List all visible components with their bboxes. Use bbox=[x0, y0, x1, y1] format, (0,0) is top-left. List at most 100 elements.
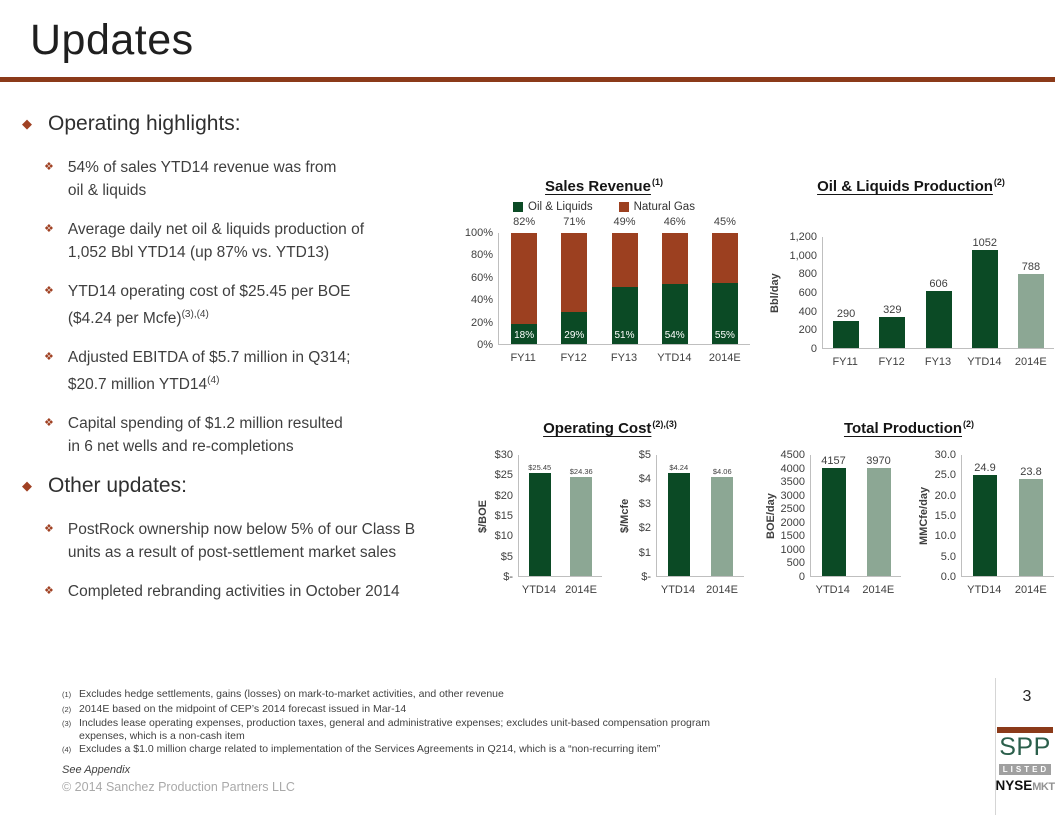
natural-gas-segment bbox=[711, 233, 738, 283]
bar-column: 290 bbox=[823, 237, 869, 348]
chart-title-text: Oil & Liquids Production bbox=[817, 178, 993, 195]
y-tick-label: 80% bbox=[470, 249, 493, 262]
stacked-bar: 54% bbox=[661, 233, 688, 344]
list-item-line: $20.7 million YTD14(4) bbox=[67, 375, 220, 394]
footnote-text: Excludes hedge settlements, gains (losse… bbox=[79, 688, 504, 700]
bar bbox=[570, 477, 593, 576]
stacked-bar: 29% bbox=[561, 233, 588, 344]
y-tick-label: 40% bbox=[470, 294, 493, 307]
bar bbox=[879, 317, 906, 348]
four-diamond-bullet-icon: ❖ bbox=[44, 161, 54, 173]
section-header: ◆ Operating highlights: bbox=[22, 112, 452, 136]
list-item-text: PostRock ownership now below 5% of our C… bbox=[68, 518, 415, 564]
natural-gas-segment bbox=[611, 233, 638, 288]
bar-column: 3970 bbox=[856, 455, 901, 576]
x-category-label: 2014E bbox=[706, 584, 738, 596]
bar-column: 329 bbox=[869, 237, 915, 348]
bar-plot: MMCfe/day 30.0 25.0 20.0 15.0 10.0 5.0 0.0 24.9 2… bbox=[917, 449, 1054, 596]
oil-share-label: 54% bbox=[664, 330, 685, 341]
y-tick-label: 25.0 bbox=[934, 469, 956, 482]
footnote-ref: (3),(4) bbox=[181, 309, 209, 320]
oil-liquids-segment: 51% bbox=[611, 287, 638, 344]
chart-title: Oil & Liquids Production(2) bbox=[768, 177, 1054, 195]
bullet-list: ◆ Operating highlights: ❖ 54% of sales YTD1… bbox=[22, 112, 452, 619]
bars-area: 290 329 606 1052 788 bbox=[822, 237, 1054, 349]
x-axis-labels: FY11 FY12 FY13 YTD14 2014E bbox=[498, 352, 750, 364]
four-diamond-bullet-icon: ❖ bbox=[44, 285, 54, 297]
x-axis-labels: FY11 FY12 FY13 YTD14 2014E bbox=[822, 356, 1054, 368]
y-tick-label: 1500 bbox=[780, 530, 805, 543]
total-production-mmcfe-plot: MMCfe/day 30.0 25.0 20.0 15.0 10.0 5.0 0.0 24.9 2… bbox=[917, 449, 1054, 596]
bar-value-label: 788 bbox=[1021, 261, 1041, 273]
y-tick-label: 10.0 bbox=[934, 530, 956, 543]
chart-legend: Oil & Liquids Natural Gas bbox=[458, 201, 750, 213]
x-category-label: FY13 bbox=[610, 352, 638, 364]
list-item: ❖ Completed rebranding activities in Octo… bbox=[44, 580, 452, 603]
y-axis-label: Bbl/day bbox=[769, 273, 781, 313]
y-tick-label: $1 bbox=[638, 546, 651, 559]
diamond-bullet-icon: ◆ bbox=[22, 116, 32, 131]
bar-value-label: 329 bbox=[883, 304, 902, 316]
legend-item-oil: Oil & Liquids bbox=[513, 201, 593, 213]
bar bbox=[711, 477, 734, 576]
list-item-text: Adjusted EBITDA of $5.7 million in Q314;… bbox=[68, 346, 351, 396]
y-tick-label: $4 bbox=[638, 473, 651, 486]
y-tick-label: 15.0 bbox=[934, 510, 956, 522]
footnote-text: 2014E based on the midpoint of CEP’s 201… bbox=[79, 702, 407, 715]
title-rule bbox=[0, 77, 1055, 82]
list-item-line: oil & liquids bbox=[67, 182, 147, 199]
four-diamond-bullet-icon: ❖ bbox=[44, 351, 54, 364]
bar-value-label: $25.45 bbox=[528, 463, 552, 472]
bar-value-label: 4157 bbox=[821, 455, 846, 467]
gas-share-label: 46% bbox=[663, 216, 686, 228]
footer-divider-line bbox=[995, 678, 996, 815]
chart-title: Operating Cost(2),(3) bbox=[476, 419, 744, 437]
y-tick-label: 60% bbox=[470, 271, 493, 284]
gas-share-label: 45% bbox=[713, 216, 736, 228]
chart-title-footnote-ref: (2) bbox=[993, 177, 1005, 187]
bar bbox=[833, 321, 860, 348]
legend-label: Oil & Liquids bbox=[528, 201, 593, 213]
diamond-bullet-icon: ◆ bbox=[22, 478, 32, 494]
four-diamond-bullet-icon: ❖ bbox=[44, 417, 54, 430]
x-category-label: YTD14 bbox=[657, 352, 692, 364]
x-category-label: 2014E bbox=[862, 584, 895, 596]
logo-nyse-row: NYSEMKT bbox=[994, 778, 1055, 794]
operating-cost-mcfe-plot: $/Mcfe $5 $4 $3 $2 $1 $- $4.24 $4.06 YTD14 2014E bbox=[618, 449, 745, 596]
oil-liquids-production-chart: Oil & Liquids Production(2) Bbl/day 1,200… bbox=[768, 177, 1054, 368]
operating-cost-chart: Operating Cost(2),(3) $/BOE $30 $25 $20 $15 $… bbox=[476, 419, 744, 596]
section-header: ◆ Other updates: bbox=[22, 474, 452, 498]
bar bbox=[973, 475, 997, 576]
x-category-label: YTD14 bbox=[660, 584, 696, 596]
logo-mkt-text: MKT bbox=[1032, 781, 1055, 793]
y-tick-label: 30.0 bbox=[934, 449, 956, 461]
x-category-label: FY13 bbox=[924, 356, 952, 368]
gas-share-label: 82% bbox=[513, 216, 536, 228]
bar-plot: $/Mcfe $5 $4 $3 $2 $1 $- $4.24 $4.06 YTD14 2014E bbox=[618, 449, 745, 596]
y-axis-label: BOE/day bbox=[765, 493, 777, 539]
oil-share-label: 18% bbox=[514, 330, 535, 341]
y-tick-label: 800 bbox=[798, 268, 817, 281]
y-tick-label: 200 bbox=[798, 324, 817, 337]
four-diamond-bullet-icon: ❖ bbox=[44, 223, 54, 235]
y-tick-label: 600 bbox=[798, 287, 817, 299]
bar bbox=[866, 468, 891, 576]
x-category-label: 2014E bbox=[1014, 584, 1047, 596]
section-items: ❖ PostRock ownership now below 5% of our … bbox=[44, 518, 452, 603]
bar-column: $4.06 bbox=[701, 455, 745, 576]
logo-nyse-text: NYSE bbox=[995, 778, 1033, 793]
bar-value-label: 606 bbox=[929, 278, 948, 290]
bars-area: 24.9 23.8 bbox=[961, 455, 1054, 577]
four-diamond-bullet-icon: ❖ bbox=[44, 523, 54, 536]
list-item-line: 1,052 Bbl YTD14 (up 87% vs. YTD13) bbox=[67, 244, 330, 261]
gas-share-label: 71% bbox=[563, 216, 586, 228]
footnote: (4) Excludes a $1.0 million charge relate… bbox=[62, 743, 724, 757]
section-items: ❖ 54% of sales YTD14 revenue was from oil … bbox=[44, 156, 452, 458]
natural-gas-segment bbox=[661, 233, 688, 285]
y-tick-label: $15 bbox=[494, 510, 513, 522]
x-category-label: FY11 bbox=[832, 356, 858, 368]
list-item-line: in 6 net wells and re-completions bbox=[67, 438, 294, 456]
section-label: Other updates: bbox=[48, 474, 187, 498]
x-axis-labels: YTD14 2014E bbox=[656, 584, 744, 596]
footnote-ref: (4) bbox=[207, 375, 220, 387]
